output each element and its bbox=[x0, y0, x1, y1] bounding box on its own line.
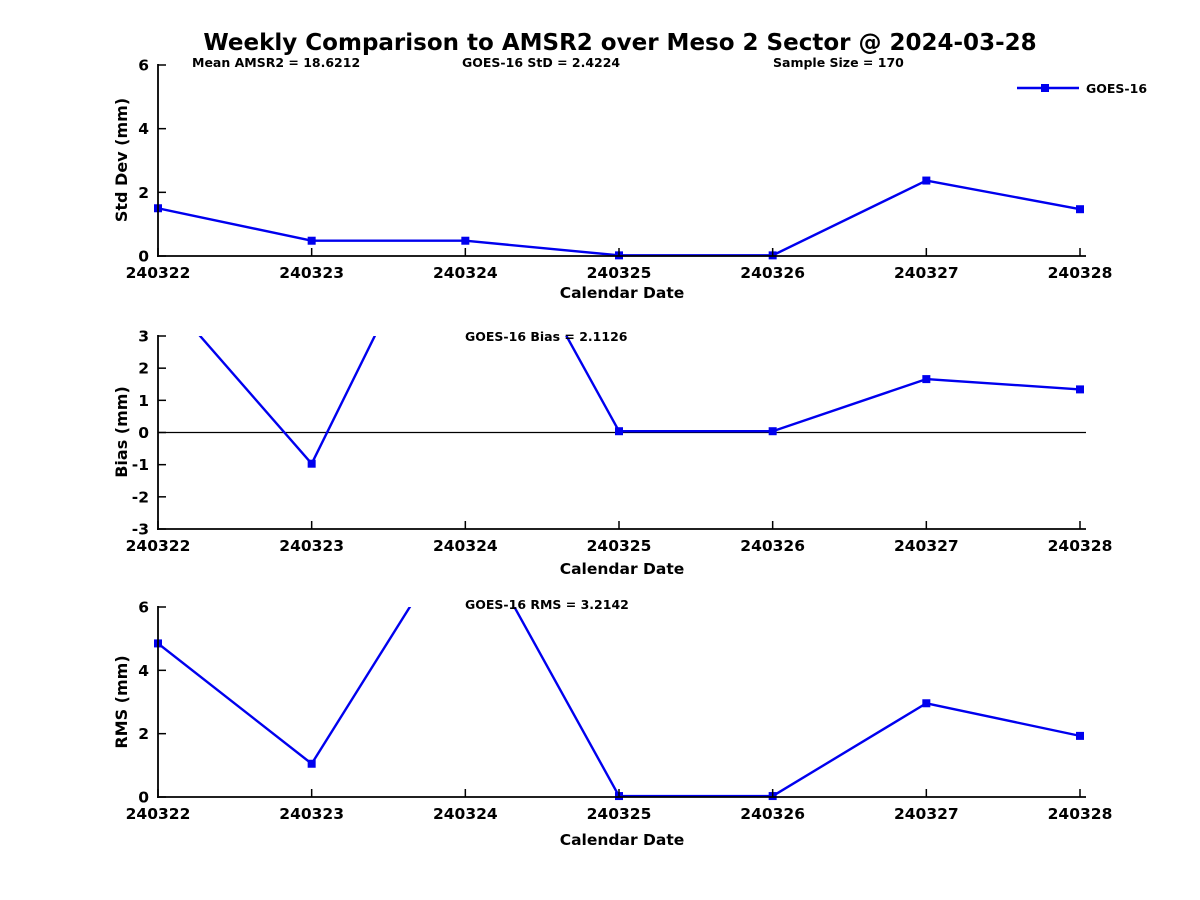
data-point-marker bbox=[615, 427, 623, 436]
y-tick-label: -1 bbox=[132, 456, 149, 474]
y-tick-label: 4 bbox=[138, 120, 149, 138]
x-tick-label: 240324 bbox=[433, 805, 498, 823]
x-tick-label: 240325 bbox=[587, 264, 652, 282]
x-tick-label: 240328 bbox=[1048, 805, 1113, 823]
data-point-marker bbox=[922, 699, 931, 708]
legend: GOES-16 bbox=[1016, 80, 1147, 96]
x-tick-label: 240323 bbox=[279, 537, 344, 555]
y-tick-label: 1 bbox=[138, 392, 149, 410]
x-tick-label: 240326 bbox=[740, 805, 805, 823]
x-tick-label: 240325 bbox=[587, 805, 652, 823]
x-tick-label: 240322 bbox=[126, 537, 191, 555]
y-tick-label: 6 bbox=[138, 599, 149, 617]
y-tick-label: 0 bbox=[138, 789, 149, 807]
x-axis-label-rms: Calendar Date bbox=[559, 831, 685, 849]
x-tick-label: 240325 bbox=[587, 537, 652, 555]
y-tick-label: 4 bbox=[138, 662, 149, 680]
data-point-marker bbox=[307, 459, 316, 468]
x-tick-label: 240322 bbox=[126, 805, 191, 823]
y-tick-label: 3 bbox=[138, 328, 149, 346]
x-tick-label: 240323 bbox=[279, 264, 344, 282]
data-point-marker bbox=[922, 375, 931, 384]
x-tick-label: 240327 bbox=[894, 537, 959, 555]
data-line-std_dev bbox=[158, 179, 1081, 257]
data-point-marker bbox=[461, 236, 470, 245]
annotation-goes16-rms: GOES-16 RMS = 3.2142 bbox=[465, 597, 629, 612]
y-axis-label-std-dev: Std Dev (mm) bbox=[112, 97, 131, 223]
y-tick-label: -3 bbox=[132, 521, 149, 539]
y-tick-label: 2 bbox=[138, 184, 149, 202]
x-axis-label-bias: Calendar Date bbox=[559, 560, 685, 578]
x-tick-label: 240322 bbox=[126, 264, 191, 282]
legend-line-icon bbox=[1017, 84, 1079, 92]
data-point-marker bbox=[1076, 385, 1084, 394]
data-point-marker bbox=[768, 427, 777, 436]
y-tick-label: 0 bbox=[138, 248, 149, 266]
y-tick-label: 2 bbox=[138, 360, 149, 378]
chart-title: Weekly Comparison to AMSR2 over Meso 2 S… bbox=[203, 30, 1037, 56]
x-axis-label-std-dev: Calendar Date bbox=[559, 284, 685, 302]
data-point-marker bbox=[922, 176, 931, 185]
data-point-marker bbox=[307, 759, 316, 768]
y-axis-label-rms: RMS (mm) bbox=[112, 655, 131, 749]
y-tick-label: 0 bbox=[138, 424, 149, 442]
annotation-goes16-bias: GOES-16 Bias = 2.1126 bbox=[465, 329, 628, 344]
data-point-marker bbox=[307, 236, 316, 245]
data-point-marker bbox=[1076, 205, 1084, 214]
data-point-marker bbox=[1076, 731, 1084, 740]
x-tick-label: 240324 bbox=[433, 264, 498, 282]
annotation-mean-amsr2: Mean AMSR2 = 18.6212 bbox=[192, 55, 361, 70]
legend-label: GOES-16 bbox=[1086, 80, 1148, 96]
data-line-bias bbox=[198, 336, 1081, 465]
y-axis-label-bias: Bias (mm) bbox=[112, 386, 131, 478]
x-tick-label: 240324 bbox=[433, 537, 498, 555]
x-tick-label: 240326 bbox=[740, 264, 805, 282]
y-tick-label: 2 bbox=[138, 725, 149, 743]
y-tick-label: -2 bbox=[132, 488, 149, 506]
x-tick-label: 240327 bbox=[894, 805, 959, 823]
x-tick-label: 240328 bbox=[1048, 537, 1113, 555]
x-tick-label: 240323 bbox=[279, 805, 344, 823]
annotation-sample-size: Sample Size = 170 bbox=[773, 55, 904, 70]
x-tick-label: 240326 bbox=[740, 537, 805, 555]
annotation-goes16-std: GOES-16 StD = 2.4224 bbox=[462, 55, 621, 70]
y-tick-label: 6 bbox=[138, 57, 149, 75]
x-tick-label: 240328 bbox=[1048, 264, 1113, 282]
x-tick-label: 240327 bbox=[894, 264, 959, 282]
